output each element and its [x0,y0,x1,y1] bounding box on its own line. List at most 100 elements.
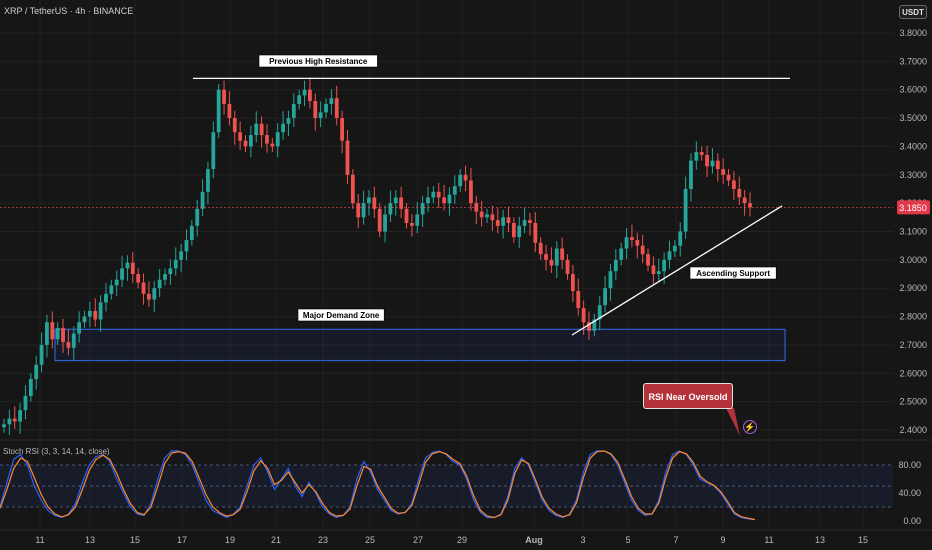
price-tick-label: 3.8000 [899,28,927,38]
candle [511,222,516,238]
candle [463,174,468,181]
candle [420,203,425,215]
candle [603,288,607,306]
candle [635,240,640,246]
candle [189,225,194,241]
candle [528,220,532,223]
candle [554,248,559,266]
candle [388,203,393,215]
time-tick-label: 27 [413,535,423,545]
candle [141,282,146,294]
candle [501,217,506,226]
candle [297,95,302,104]
callout-pointer [726,408,740,436]
price-tick-label: 3.3000 [899,170,927,180]
candle [2,424,6,428]
candle [651,265,656,275]
candle [367,197,371,204]
candle [55,327,60,340]
currency-button[interactable]: USDT [899,5,927,19]
price-tick-label: 2.7000 [899,340,927,350]
candle [699,152,704,155]
candle [77,322,82,334]
candle [587,322,591,331]
candle [254,123,259,136]
candle [436,191,441,198]
candle [147,293,151,300]
time-axis[interactable]: 11 13 15 17 19 21 23 25 27 29 Aug 3 5 7 9 11 13 15 [0,529,932,545]
time-tick-label: 3 [580,535,585,545]
candle [200,191,205,209]
candle [383,214,387,232]
candle [393,197,398,204]
time-tick-label: 25 [365,535,375,545]
candle [710,160,715,167]
candle [372,197,377,209]
time-tick-label: 11 [764,535,773,545]
stoch-level-label: 80.00 [898,460,921,470]
candle [173,259,178,269]
symbol-title[interactable]: XRP / TetherUS · 4h · BINANCE [4,6,134,16]
demand-zone-rect [54,328,786,362]
grid [0,32,893,431]
candle [409,222,414,226]
candle [120,268,124,280]
price-tick-label: 2.5000 [899,397,927,407]
candle [291,103,296,119]
candle [613,259,618,272]
candle [742,197,747,204]
time-tick-label: 13 [815,535,825,545]
candle [560,248,565,260]
candle [646,254,650,266]
candle [485,214,489,218]
candle [157,279,162,289]
candle [731,180,736,189]
candle [656,271,661,275]
candle [399,197,404,209]
demand-annotation-box [297,308,385,322]
candle [87,310,92,317]
candle [737,188,742,198]
time-tick-label: 29 [457,535,467,545]
candle [748,203,752,208]
candle [227,103,232,119]
candle [592,319,597,331]
lightning-icon[interactable]: ⚡ [743,420,757,434]
candle [415,214,420,226]
candle [179,251,184,260]
candle [23,395,28,411]
candle [216,89,221,133]
price-tick-label: 3.7000 [899,56,927,66]
candle [458,174,463,187]
candle [479,211,484,218]
last-price-tag [897,200,930,215]
candle [597,305,602,320]
price-tick-label: 3.0000 [899,255,927,265]
candle [109,285,114,294]
price-tick-label: 3.1000 [899,227,927,237]
candle [114,279,119,286]
candle [7,418,12,425]
candle [104,293,108,303]
candle [345,140,350,175]
candle [98,302,103,320]
candle [329,98,334,104]
time-tick-label: 21 [271,535,281,545]
candle [275,132,280,147]
time-tick-label: 15 [858,535,868,545]
candle [538,242,543,255]
candle [544,254,548,260]
stoch-level-label: 40.00 [898,488,921,498]
candle [356,203,361,218]
candle [334,98,339,119]
indicator-title[interactable]: Stoch RSI (3, 3, 14, 14, close) [3,447,110,456]
candle [689,160,693,189]
candle [259,123,264,136]
candle [404,208,409,223]
price-tick-label: 3.4000 [899,141,927,151]
price-axis[interactable]: 3.80003.70003.60003.50003.40003.30003.20… [0,28,930,435]
rsi-callout: RSI Near Oversold [643,383,733,409]
stoch-rsi-panel: 80.00 40.00 0.00 [0,439,932,526]
candle [608,271,613,289]
